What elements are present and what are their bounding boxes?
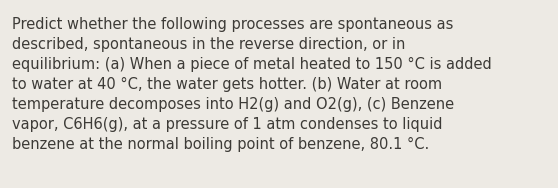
Text: Predict whether the following processes are spontaneous as
described, spontaneou: Predict whether the following processes … <box>12 17 492 152</box>
